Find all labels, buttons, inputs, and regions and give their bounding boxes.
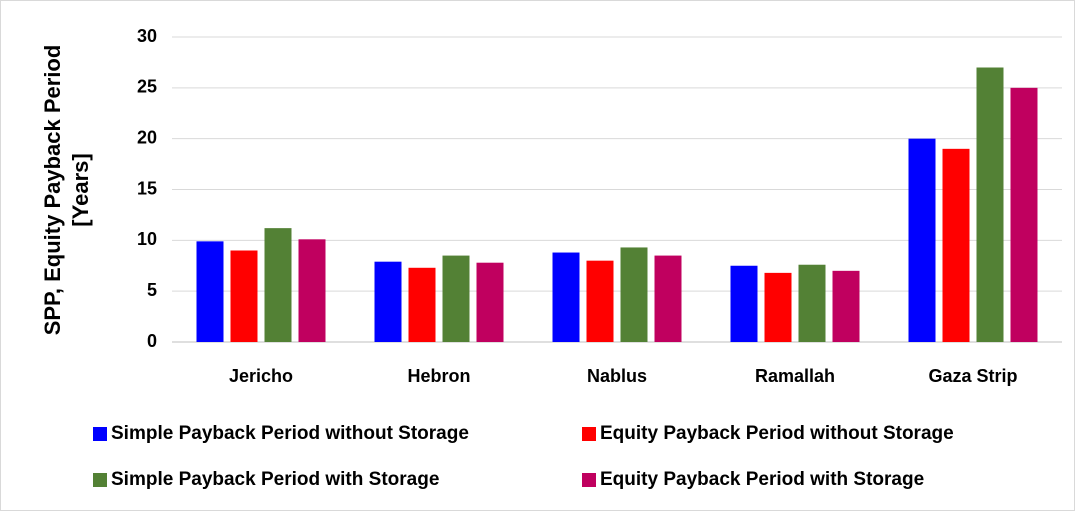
x-tick-label: Gaza Strip — [928, 366, 1017, 386]
bar — [1010, 87, 1038, 342]
x-tick-label: Nablus — [587, 366, 647, 386]
legend-swatch — [93, 473, 107, 487]
legend-swatch — [93, 427, 107, 441]
bar — [230, 250, 258, 342]
y-tick-label: 5 — [147, 280, 157, 300]
bar — [476, 262, 504, 342]
legend-label: Simple Payback Period without Storage — [111, 423, 469, 444]
legend-swatch — [582, 427, 596, 441]
bar — [832, 270, 860, 342]
legend-label: Equity Payback Period without Storage — [600, 423, 954, 444]
bar — [408, 267, 436, 342]
bar — [552, 252, 580, 342]
bar — [196, 241, 224, 342]
bar — [374, 261, 402, 342]
y-tick-label: 30 — [137, 26, 157, 46]
bar — [764, 272, 792, 342]
y-tick-label: 0 — [147, 331, 157, 351]
bar — [798, 264, 826, 342]
bar — [586, 260, 614, 342]
bar — [264, 228, 292, 342]
bar — [442, 255, 470, 342]
x-tick-label: Hebron — [408, 366, 471, 386]
bar — [942, 148, 970, 342]
bar — [976, 67, 1004, 342]
x-tick-label: Jericho — [229, 366, 293, 386]
bar — [620, 247, 648, 342]
bar — [908, 138, 936, 342]
y-label-line: SPP, Equity Payback Period — [40, 45, 65, 336]
y-label-line: [Years] — [68, 153, 93, 226]
x-tick-label: Ramallah — [755, 366, 835, 386]
bar — [730, 265, 758, 342]
y-tick-label: 20 — [137, 127, 157, 147]
legend-label: Equity Payback Period with Storage — [600, 469, 924, 490]
y-tick-label: 15 — [137, 178, 157, 198]
y-axis-label: SPP, Equity Payback Period [Years] — [40, 45, 93, 336]
y-tick-label: 10 — [137, 229, 157, 249]
legend-swatch — [582, 473, 596, 487]
legend-label: Simple Payback Period with Storage — [111, 469, 439, 490]
bar — [654, 255, 682, 342]
bar — [298, 239, 326, 342]
y-tick-label: 25 — [137, 77, 157, 97]
